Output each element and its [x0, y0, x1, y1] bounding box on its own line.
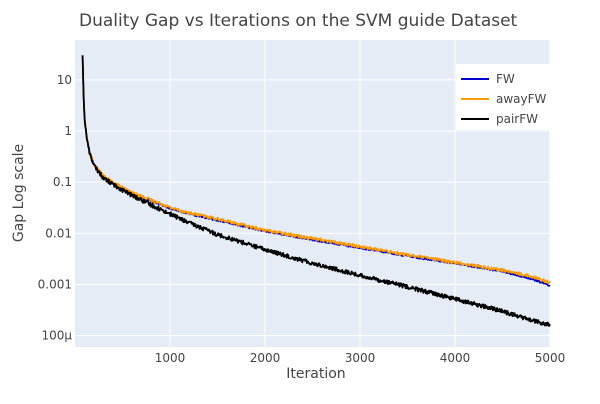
- y-tick-label: 100µ: [41, 329, 72, 343]
- legend: FW awayFW pairFW: [456, 64, 552, 130]
- legend-label: FW: [496, 72, 515, 86]
- y-axis-title: Gap Log scale: [11, 144, 27, 242]
- x-tick-label: 2000: [250, 351, 281, 365]
- y-tick-label: 1: [64, 124, 72, 138]
- series-line-pairFW: [81, 55, 551, 327]
- legend-label: pairFW: [496, 112, 538, 126]
- legend-label: awayFW: [496, 92, 547, 106]
- x-tick-label: 3000: [345, 351, 376, 365]
- tick-labels: 1000 2000 3000 4000 5000 100µ 0.001 0.01 0.1 1 10: [38, 73, 566, 365]
- y-tick-label: 0.01: [45, 226, 72, 240]
- series-lines: [81, 55, 551, 327]
- x-tick-label: 4000: [440, 351, 471, 365]
- x-tick-label: 1000: [155, 351, 186, 365]
- y-tick-label: 10: [57, 73, 72, 87]
- chart-title: Duality Gap vs Iterations on the SVM gui…: [79, 11, 518, 31]
- y-tick-label: 0.1: [53, 175, 72, 189]
- y-tick-label: 0.001: [38, 277, 72, 291]
- series-line-awayFW: [81, 55, 551, 285]
- x-tick-label: 5000: [535, 351, 566, 365]
- x-axis-title: Iteration: [286, 366, 345, 382]
